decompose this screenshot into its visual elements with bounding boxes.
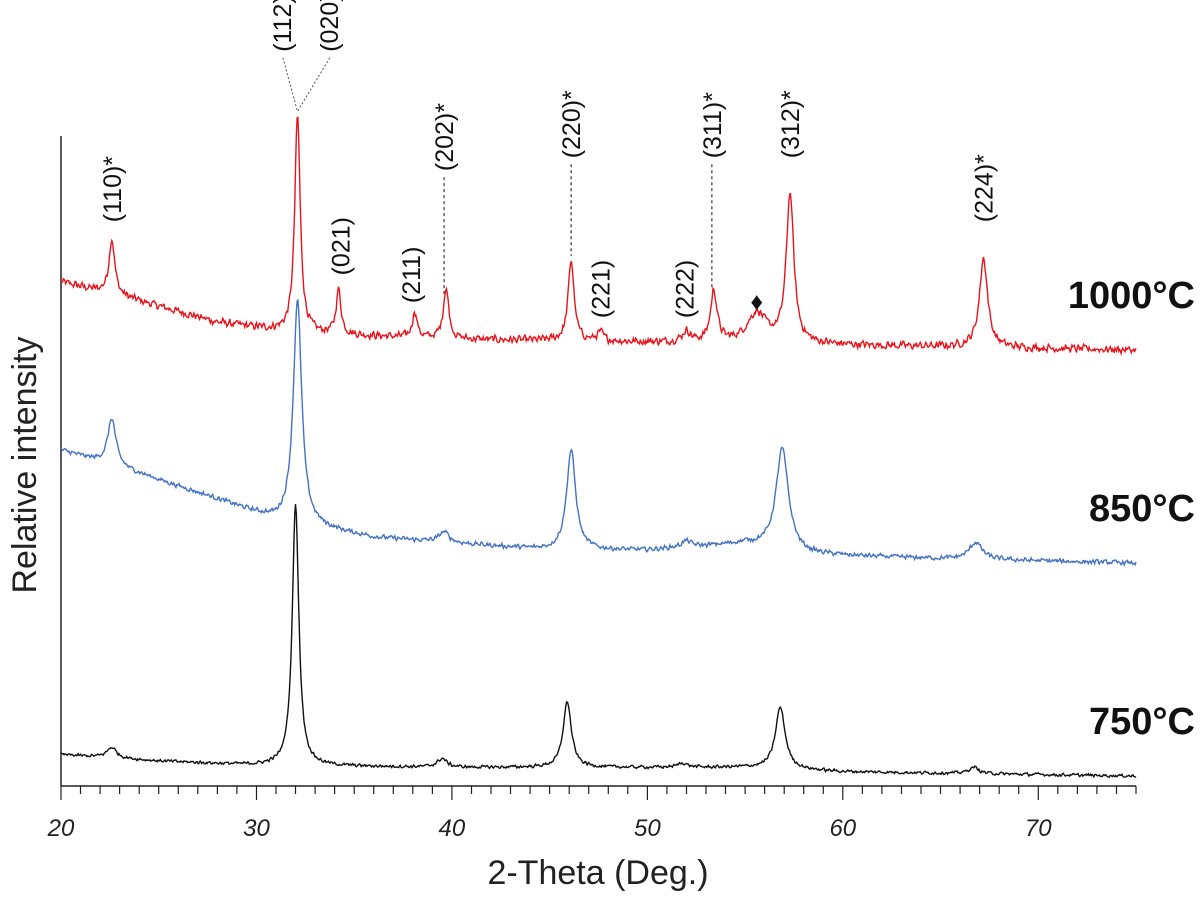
peak-label: (202)* [431,103,459,171]
peak-label: (110)* [99,156,127,223]
x-tick-labels: 20 30 40 50 60 70 [47,815,1053,842]
series-labels: 1000°C 850°C 750°C [1068,275,1195,743]
x-tick-label: 20 [47,815,75,842]
x-minor-ticks [79,786,1137,794]
y-axis-title: Relative intensity [6,336,44,593]
series-line [60,116,1137,357]
peak-label: (112)* [269,0,297,52]
series-label: 850°C [1089,488,1195,530]
series-line [60,504,1137,779]
x-major-ticks [60,786,1039,800]
peak-label: (221) [588,260,616,318]
peak-label: (021) [328,217,356,275]
peak-label: (220)* [558,90,586,158]
peak-label: (311)* [699,92,727,159]
series-lines [60,116,1137,779]
peak-guide-lines [282,57,713,296]
peak-guide-line [282,57,298,112]
x-tick-label: 40 [439,815,466,842]
x-tick-label: 70 [1025,815,1052,842]
x-tick-label: 60 [829,815,856,842]
series-label: 750°C [1089,701,1195,743]
plot-area: 20 30 40 50 60 70 (110)* (112)* (020)* (021) (211… [47,0,1195,842]
x-tick-label: 50 [634,815,661,842]
peak-label: (312)* [777,90,805,158]
peak-labels: (110)* (112)* (020)* (021) (211) (202)* (220)*… [99,0,999,318]
series-label: 1000°C [1068,275,1195,317]
peak-guide-line [297,57,331,112]
x-tick-label: 30 [243,815,270,842]
series-line [60,298,1137,568]
peak-label: (222) [672,260,700,318]
peak-label: (224)* [971,154,999,222]
peak-label: (020)* [316,0,344,52]
peak-label: (211) [398,247,426,304]
x-axis-title: 2-Theta (Deg.) [487,854,708,892]
diamond-marker: ♦ [750,288,763,316]
